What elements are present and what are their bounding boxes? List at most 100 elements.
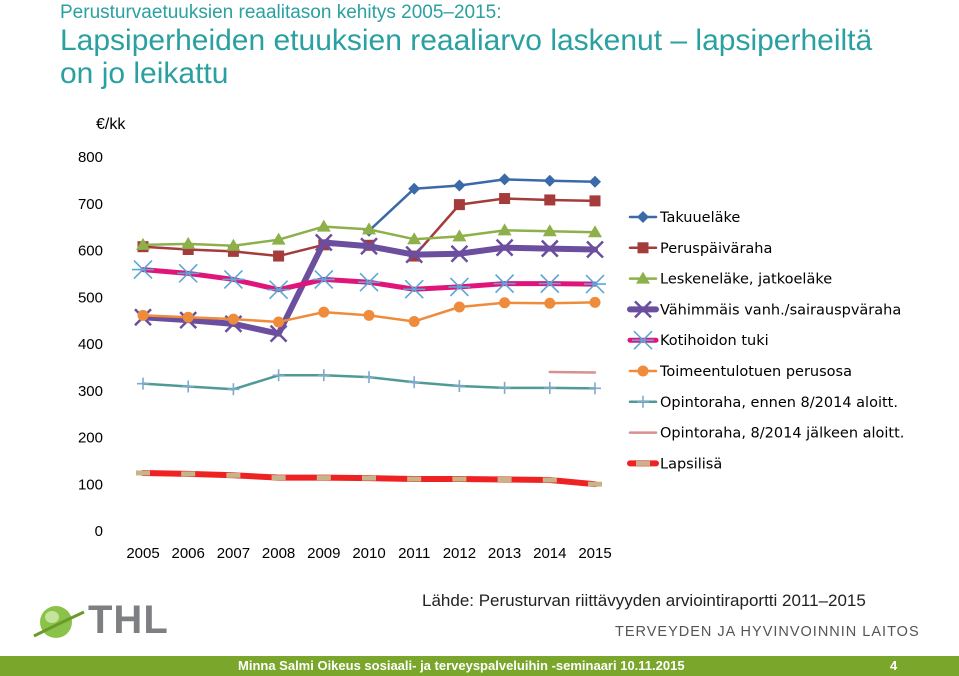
data-point-6-0: [137, 377, 149, 390]
data-point-3-6: [405, 245, 424, 264]
data-point-2-6: [407, 232, 422, 245]
legend-marker-4: [632, 330, 654, 350]
data-point-0-6: [408, 182, 421, 195]
data-point-2-0: [136, 237, 150, 250]
footer-text: Minna Salmi Oikeus sosiaali- ja terveysp…: [238, 658, 685, 673]
data-point-6-8: [498, 381, 511, 394]
x-tick-label-2: 2007: [217, 545, 250, 562]
legend-item-8: Lapsilisä: [627, 456, 722, 472]
legend-item-1: Peruspäiväraha: [628, 241, 772, 257]
x-tick-label-8: 2013: [488, 545, 521, 562]
footer-bar: Minna Salmi Oikeus sosiaali- ja terveysp…: [0, 656, 959, 676]
legend-marker-5: [637, 365, 649, 377]
data-point-6-7: [453, 380, 466, 393]
data-point-2-1: [181, 236, 196, 249]
data-point-4-9: [538, 274, 561, 294]
data-point-5-3: [273, 316, 285, 328]
data-point-1-7: [453, 199, 465, 211]
data-point-4-3: [267, 280, 290, 300]
legend-label-3: Vähimmäis vanh./sairauspväraha: [660, 302, 901, 318]
data-point-2-9: [542, 224, 557, 237]
data-point-8-9: [542, 477, 557, 483]
data-point-2-2: [226, 238, 241, 251]
data-point-5-7: [453, 301, 465, 313]
series-8: [136, 469, 602, 488]
series-0: [363, 173, 601, 237]
legend-item-3: Vähimmäis vanh./sairauspväraha: [627, 300, 901, 319]
y-tick-label-8: 800: [78, 149, 103, 166]
slide-title: Lapsiperheiden etuuksien reaaliarvo lask…: [60, 24, 873, 90]
x-tick-label-5: 2010: [352, 545, 385, 562]
legend-label-5: Toimeentulotuen perusosa: [659, 364, 852, 380]
series-line-0-0: [367, 178, 597, 233]
data-point-5-10: [589, 296, 601, 308]
chart-legend: Takuueläke Peruspäiväraha Leskeneläke, jat…: [627, 210, 904, 472]
data-point-8-2: [226, 472, 241, 478]
legend-label-6: Opintoraha, ennen 8/2014 aloitt.: [660, 395, 898, 411]
data-point-6-9: [543, 381, 556, 394]
legend-marker-6: [637, 395, 649, 408]
data-point-8-0: [136, 470, 150, 476]
data-point-5-9: [544, 297, 556, 309]
data-point-8-6: [407, 476, 422, 482]
legend-label-1: Peruspäiväraha: [660, 241, 772, 257]
y-tick-label-1: 100: [78, 476, 103, 493]
data-point-5-2: [227, 313, 239, 325]
data-point-5-6: [408, 315, 420, 327]
data-point-2-4: [316, 219, 331, 232]
data-point-3-3: [269, 324, 288, 343]
series-4: [132, 260, 606, 300]
y-tick-label-7: 700: [78, 196, 103, 213]
data-point-8-5: [362, 475, 376, 481]
legend-item-5: Toimeentulotuen perusosa: [628, 364, 852, 380]
data-point-4-7: [448, 277, 471, 297]
data-point-1-3: [273, 250, 285, 262]
data-point-3-5: [360, 237, 378, 256]
legend-item-4: Kotihoidon tuki: [627, 330, 769, 350]
legend-marker-3: [634, 300, 652, 319]
data-point-5-4: [318, 306, 330, 318]
legend-marker-1: [637, 242, 649, 254]
y-tick-label-6: 600: [78, 243, 103, 260]
legend-item-2: Leskeneläke, jatkoeläke: [628, 271, 832, 288]
x-tick-label-6: 2011: [398, 545, 430, 562]
legend-marker-0: [637, 211, 649, 223]
data-point-4-5: [358, 272, 380, 292]
data-point-0-9: [543, 174, 556, 187]
data-point-6-6: [408, 376, 421, 389]
thl-logo-text: THL: [88, 598, 169, 642]
series-lines: [132, 173, 606, 488]
data-point-4-0: [132, 260, 154, 280]
data-point-6-10: [589, 382, 601, 395]
legend-label-0: Takuueläke: [659, 210, 740, 226]
data-point-1-1: [182, 244, 194, 255]
y-axis-ticks: 0 100 200 300 400 500 600 700 800: [78, 149, 103, 540]
data-point-6-3: [272, 369, 285, 382]
y-tick-label-4: 400: [78, 336, 103, 353]
y-tick-label-0: 0: [95, 523, 103, 540]
source-note: Lähde: Perusturvan riittävyyden arvioint…: [422, 591, 866, 610]
data-point-1-8: [499, 193, 511, 205]
data-point-2-7: [452, 229, 467, 242]
legend-marker-2: [636, 271, 650, 284]
data-point-4-4: [312, 269, 335, 289]
x-tick-label-10: 2015: [578, 545, 611, 562]
slide-kicker: Perusturvaetuuksien reaalitason kehitys …: [60, 2, 502, 23]
data-point-0-7: [453, 179, 466, 192]
data-point-4-1: [177, 263, 200, 283]
data-point-2-10: [588, 225, 602, 238]
data-point-5-5: [363, 309, 375, 321]
x-tick-label-0: 2005: [126, 545, 159, 562]
data-point-4-8: [493, 274, 516, 294]
data-point-6-2: [227, 383, 240, 396]
data-point-4-10: [584, 274, 606, 294]
data-point-8-4: [316, 475, 331, 481]
x-tick-label-4: 2009: [307, 545, 340, 562]
x-tick-label-7: 2012: [443, 545, 476, 562]
data-point-8-7: [452, 476, 467, 482]
legend-item-6: Opintoraha, ennen 8/2014 aloitt.: [628, 395, 898, 411]
organization-name: TERVEYDEN JA HYVINVOINNIN LAITOS: [615, 624, 920, 640]
data-point-4-2: [222, 269, 245, 289]
legend-item-0: Takuueläke: [628, 210, 740, 226]
series-5: [137, 296, 601, 328]
